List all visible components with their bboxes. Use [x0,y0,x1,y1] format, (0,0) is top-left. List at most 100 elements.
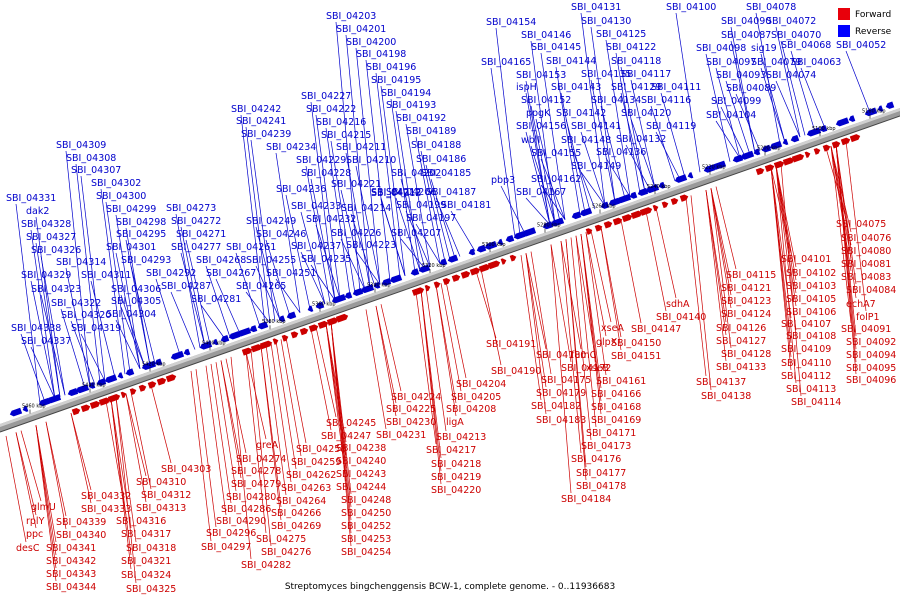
tick-label: 5220 kbp [702,165,726,171]
reverse-gene-arrow [439,258,448,266]
label-connector [215,362,237,492]
reverse-gene-label: SBI_04229 [296,155,346,166]
reverse-gene-label: SBI_04202 [391,168,441,179]
reverse-gene-label: SBI_04322 [51,298,101,309]
forward-gene-label: SBI_04344 [46,582,96,593]
forward-gene-label: SBI_04177 [576,468,626,479]
forward-gene-label: SBI_04250 [341,508,391,519]
label-connector [405,210,431,268]
label-connector [775,26,801,138]
label-connector [395,197,421,271]
reverse-gene-label: SBI_04328 [21,219,71,230]
reverse-gene-label: SBI_04233 [291,201,341,212]
reverse-gene-label: SBI_04097 [706,57,756,68]
label-connector [125,393,147,503]
reverse-gene-label: SBI_04249 [246,216,296,227]
reverse-gene-label: SBI_04153 [516,70,566,81]
label-connector [600,226,622,351]
forward-strand-genes [71,134,861,416]
label-connector [245,351,267,534]
forward-gene-label: SBI_04191 [486,339,536,350]
forward-gene-label: SBI_04333 [81,504,131,515]
label-connector [525,131,551,225]
tick-label: 5420 kbp [142,361,166,367]
forward-gene-label: SBI_04318 [126,543,176,554]
reverse-gene-label: SBI_04306 [111,284,161,295]
forward-gene-label: SBI_04175 [541,375,591,386]
label-connector [520,255,542,401]
reverse-gene-label: SBI_04072 [766,16,816,27]
reverse-gene-arrow [344,291,353,299]
forward-gene-arrow [71,407,81,416]
label-connector [70,320,96,385]
reverse-gene-label: SBI_04292 [146,268,196,279]
label-connector [355,250,381,285]
forward-gene-label: SBI_04102 [786,268,836,279]
label-connector [30,346,56,399]
forward-gene-label: SBI_04171 [586,428,636,439]
label-connector [525,92,551,225]
forward-gene-label: SBI_04114 [791,397,841,408]
label-connector [30,280,56,399]
label-connector [115,319,141,369]
reverse-gene-label: dak2 [26,206,49,217]
label-connector [205,265,231,338]
label-connector [70,412,92,504]
label-connector [65,150,91,387]
reverse-gene-label: SBI_04212 [371,188,421,199]
label-connector [590,79,616,203]
label-connector [715,120,741,159]
label-connector [760,53,786,143]
label-connector [580,233,602,415]
label-connector [185,239,211,345]
label-connector [60,308,86,389]
label-connector [575,235,597,428]
tick-label: 5240 kbp [647,184,671,190]
reverse-gene-label: SBI_04099 [711,96,761,107]
forward-gene-label: SBI_04150 [611,338,661,349]
reverse-gene-label: SBI_04116 [641,95,691,106]
label-connector [730,26,756,153]
label-connector [5,435,27,543]
reverse-gene-arrow [703,164,716,173]
forward-gene-label: SBI_04230 [386,417,436,428]
reverse-gene-label: SBI_04221 [331,179,381,190]
forward-gene-arrow [849,134,861,143]
forward-gene-arrow [80,404,91,413]
forward-gene-label: SBI_04121 [721,283,771,294]
label-connector [70,412,92,491]
reverse-gene-arrow [468,248,476,256]
forward-gene-label: SBI_04124 [721,309,771,320]
forward-gene-label: desC [16,543,40,554]
reverse-gene-arrow [331,293,347,304]
label-connector [415,223,441,264]
reverse-gene-label: wblI [521,135,540,146]
label-connector [195,369,217,528]
label-connector [775,165,797,307]
reverse-gene-label: SBI_04298 [116,217,166,228]
reverse-gene-label: SBI_04187 [426,187,476,198]
label-connector [420,150,446,262]
forward-gene-label: SBI_04312 [141,490,191,501]
reverse-gene-label: SBI_04185 [421,168,471,179]
forward-gene-label: SBI_04310 [136,477,186,488]
reverse-gene-label: SBI_04130 [581,16,631,27]
forward-gene-label: SBI_04147 [631,324,681,335]
reverse-gene-label: SBI_04203 [326,11,376,22]
label-connector [735,93,761,152]
label-connector [170,291,196,350]
reverse-gene-label: SBI_04162 [531,174,581,185]
reverse-gene-arrow [864,107,878,117]
label-connector [380,198,406,276]
forward-gene-label: SBI_04213 [436,432,486,443]
reverse-gene-arrow [141,360,157,371]
label-connector [20,333,46,403]
reverse-gene-label: SBI_04181 [441,200,491,211]
label-connector [245,126,271,324]
reverse-gene-arrow [476,244,487,253]
forward-gene-label: SBI_04274 [236,454,286,465]
forward-gene-label: SBI_04205 [451,392,501,403]
forward-gene-arrow [469,267,481,276]
reverse-gene-arrow [600,201,610,209]
